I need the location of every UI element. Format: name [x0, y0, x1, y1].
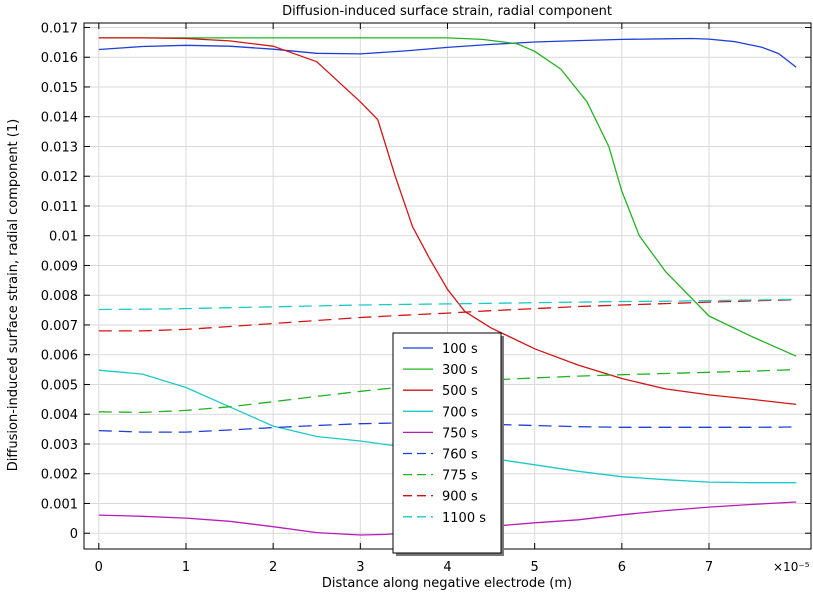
x-tick-label: 1	[182, 560, 190, 575]
legend-entry-label: 1100 s	[442, 511, 486, 526]
x-tick-label: 0	[95, 560, 103, 575]
legend-entry-label: 775 s	[442, 469, 478, 484]
y-tick-label: 0.004	[41, 408, 78, 423]
y-tick-label: 0.01	[49, 230, 78, 245]
chart-title: Diffusion-induced surface strain, radial…	[282, 4, 612, 19]
x-tick-label: 6	[618, 560, 626, 575]
y-tick-label: 0.001	[41, 497, 78, 512]
y-tick-label: 0.007	[41, 319, 78, 334]
x-tick-label: 3	[356, 560, 364, 575]
axes: 0 1 2 3 4 5 6 7 0 0.001 0.002 0.003 0.004 0.005 0.006 0…	[41, 21, 811, 575]
y-tick-label: 0.011	[41, 200, 78, 215]
y-tick-label: 0.015	[41, 81, 78, 96]
series-line-300-s	[98, 37, 797, 357]
y-tick-label: 0.009	[41, 259, 78, 274]
y-tick-label: 0.017	[41, 21, 78, 36]
legend-entry-label: 500 s	[442, 384, 478, 399]
series-line-900-s	[98, 299, 797, 332]
x-tick-label: 2	[269, 560, 277, 575]
legend-entry-label: 100 s	[442, 342, 478, 357]
legend-entry-label: 750 s	[442, 426, 478, 441]
x-tick-label: 4	[443, 560, 451, 575]
y-tick-label: 0.012	[41, 170, 78, 185]
y-axis-label: Diffusion-induced surface strain, radial…	[6, 119, 21, 471]
y-tick-label: 0.016	[41, 51, 78, 66]
series-line-1100-s	[98, 298, 797, 311]
y-tick-label: 0.008	[41, 289, 78, 304]
y-tick-label: 0.005	[41, 378, 78, 393]
y-tick-label: 0.002	[41, 468, 78, 483]
x-axis-label: Distance along negative electrode (m)	[322, 576, 572, 591]
legend-entry-label: 760 s	[442, 448, 478, 463]
y-tick-label: 0.014	[41, 111, 78, 126]
y-tick-label: 0	[70, 527, 78, 542]
legend-entry-label: 300 s	[442, 363, 478, 378]
x-tick-label: 5	[531, 560, 539, 575]
x-tick-label: 7	[705, 560, 713, 575]
series-line-500-s	[98, 37, 797, 406]
y-tick-label: 0.006	[41, 349, 78, 364]
y-tick-label: 0.003	[41, 438, 78, 453]
x-axis-multiplier: ×10⁻⁵	[773, 560, 810, 574]
legend-entry-label: 900 s	[442, 490, 478, 505]
legend-entry-label: 700 s	[442, 405, 478, 420]
y-tick-label: 0.013	[41, 140, 78, 155]
legend: 100 s 300 s 500 s 700 s 750 s 760 s 775 s 900 s…	[392, 332, 504, 556]
